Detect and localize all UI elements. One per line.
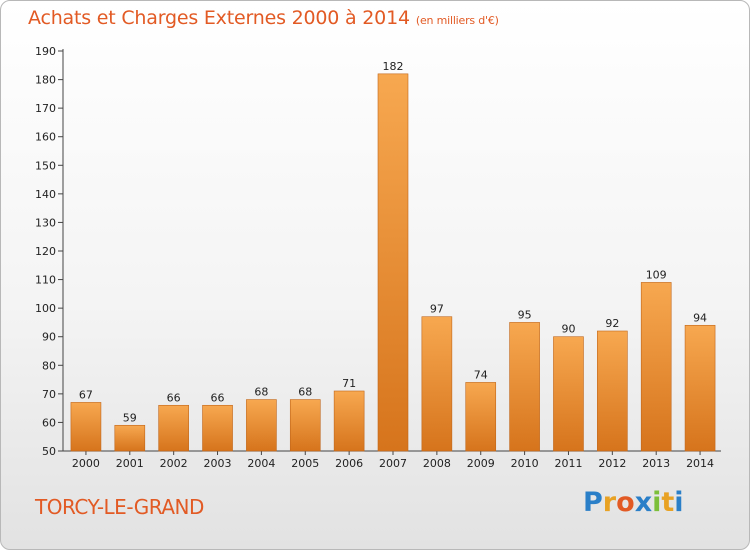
bar-2007 (377, 73, 409, 452)
logo-letter: P (583, 487, 603, 518)
x-tick-label: 2006 (335, 457, 363, 470)
x-tick-label: 2012 (598, 457, 626, 470)
data-label-2005: 68 (298, 386, 312, 399)
x-tick-label: 2007 (379, 457, 407, 470)
y-tick-label: 120 (35, 245, 56, 258)
y-tick-label: 80 (42, 359, 56, 372)
x-tick-label: 2009 (467, 457, 495, 470)
bar-2002 (158, 404, 189, 452)
bar-2003 (202, 404, 233, 452)
bar-2009 (465, 382, 497, 452)
data-labels: 67 59 66 66 68 68 71 182 97 74 95 90 92 109 94 (79, 60, 707, 424)
data-label-2002: 66 (167, 391, 181, 404)
x-tick-label: 2004 (247, 457, 275, 470)
data-label-2012: 92 (605, 317, 619, 330)
bar-2001 (114, 424, 146, 452)
y-axis: 50 60 70 80 90 100 110 120 130 140 150 160 170 180 190 (35, 45, 64, 458)
bar-2011 (553, 336, 584, 452)
y-tick-label: 170 (35, 102, 56, 115)
logo-letter: i (652, 487, 662, 518)
bar-2005 (289, 399, 321, 452)
chart-title-text: Achats et Charges Externes 2000 à 2014 (28, 7, 410, 29)
y-tick-label: 140 (35, 188, 56, 201)
data-label-2009: 74 (474, 368, 488, 381)
x-tick-label: 2010 (511, 457, 539, 470)
data-label-2006: 71 (342, 377, 356, 390)
bar-2006 (333, 390, 365, 452)
commune-name: TORCY-LE-GRAND (35, 495, 204, 519)
y-tick-label: 60 (42, 416, 56, 429)
y-tick-label: 110 (35, 274, 56, 287)
y-tick-label: 180 (35, 74, 56, 87)
x-tick-label: 2005 (291, 457, 319, 470)
data-label-2010: 95 (518, 308, 532, 321)
y-tick-label: 70 (42, 388, 56, 401)
x-tick-label: 2013 (642, 457, 670, 470)
proxiti-logo[interactable]: Proxiti (583, 487, 684, 518)
x-tick-label: 2001 (116, 457, 144, 470)
x-tick-label: 2000 (72, 457, 100, 470)
data-label-2007: 182 (383, 60, 404, 73)
bar-2014 (684, 324, 716, 452)
logo-letter: i (674, 487, 684, 518)
y-tick-label: 100 (35, 302, 56, 315)
chart-title: Achats et Charges Externes 2000 à 2014 (e… (28, 7, 499, 29)
bar-2008 (421, 316, 453, 452)
bars (70, 73, 716, 452)
y-tick-label: 150 (35, 159, 56, 172)
x-tick-label: 2003 (204, 457, 232, 470)
bar-2010 (509, 322, 540, 452)
logo-letter: t (661, 487, 675, 518)
logo-letter: o (616, 487, 635, 518)
x-tick-label: 2011 (554, 457, 582, 470)
data-label-2004: 68 (254, 386, 268, 399)
bar-2013 (640, 282, 672, 452)
bar-2004 (246, 399, 277, 452)
y-tick-label: 190 (35, 45, 56, 58)
chart-subtitle: (en milliers d'€) (415, 14, 499, 27)
logo-letter: x (634, 487, 653, 518)
y-tick-label: 130 (35, 216, 56, 229)
x-tick-label: 2008 (423, 457, 451, 470)
y-tick-label: 160 (35, 131, 56, 144)
logo-letter: r (602, 487, 617, 518)
data-label-2008: 97 (430, 303, 444, 316)
y-tick-label: 90 (42, 331, 56, 344)
bar-2000 (70, 402, 102, 452)
data-label-2003: 66 (211, 391, 225, 404)
bar-2012 (597, 330, 628, 452)
data-label-2014: 94 (693, 311, 707, 324)
data-label-2001: 59 (123, 411, 137, 424)
x-tick-label: 2014 (686, 457, 714, 470)
x-axis: 2000 2001 2002 2003 2004 2005 2006 2007 2008 2009… (63, 450, 721, 470)
data-label-2013: 109 (646, 268, 667, 281)
data-label-2000: 67 (79, 388, 93, 401)
data-label-2011: 90 (561, 323, 575, 336)
x-tick-label: 2002 (160, 457, 188, 470)
y-tick-label: 50 (42, 445, 56, 458)
